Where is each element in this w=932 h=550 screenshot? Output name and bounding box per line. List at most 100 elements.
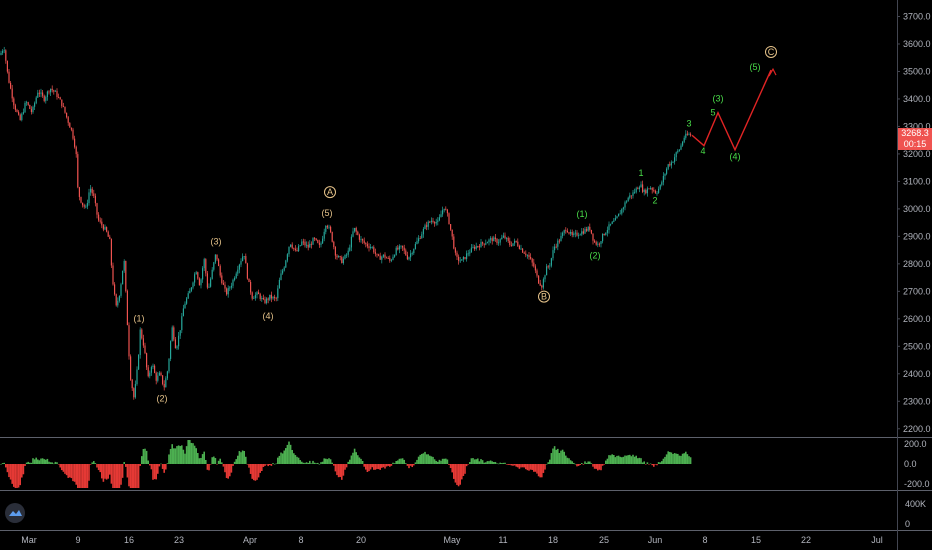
candle-body (429, 221, 431, 223)
osc-bar (384, 464, 386, 469)
time-tick-label: 11 (498, 535, 507, 545)
candle-body (477, 246, 479, 247)
candle-body (141, 329, 143, 339)
osc-bar (499, 462, 501, 464)
osc-bar (590, 463, 593, 464)
osc-bar (387, 464, 389, 466)
osc-bar (416, 459, 418, 464)
osc-bar (341, 464, 343, 480)
osc-bar (534, 464, 537, 472)
osc-bar (427, 454, 429, 464)
candle-body (96, 203, 98, 215)
osc-bar (213, 456, 215, 464)
candle-body (622, 207, 624, 209)
osc-bar (509, 464, 511, 465)
osc-bar (155, 464, 157, 480)
candle-body (192, 282, 194, 288)
candle-body (533, 262, 535, 267)
osc-bar (625, 455, 628, 464)
osc-bar (445, 458, 447, 464)
candle-body (88, 192, 90, 204)
candle-body (194, 274, 196, 283)
osc-bar (601, 464, 604, 466)
candle-body (573, 233, 575, 236)
candle-body (355, 227, 357, 232)
candle-body (122, 270, 124, 285)
osc-bar (296, 456, 298, 464)
candle-body (635, 188, 637, 193)
osc-bar (491, 461, 493, 464)
candle-body (510, 244, 512, 246)
candle-body (331, 232, 333, 242)
candle-body (632, 192, 634, 196)
osc-bar (613, 454, 615, 464)
time-tick-label: 20 (356, 535, 366, 545)
candlestick-series (0, 46, 692, 400)
osc-bar (374, 464, 377, 470)
osc-bar (576, 464, 578, 467)
candle-body (653, 190, 655, 191)
candle-body (610, 223, 612, 225)
osc-bar (70, 464, 73, 479)
osc-bar (619, 456, 621, 464)
osc-bar (323, 458, 325, 464)
osc-bar (246, 464, 249, 465)
candle-body (366, 244, 368, 247)
osc-bar (464, 464, 466, 474)
candle-body (462, 257, 464, 260)
candle-body (330, 226, 332, 233)
candle-body (616, 216, 618, 219)
candle-body (634, 192, 636, 194)
price-axis-ticks[interactable]: 3700.0 3600.0 3500.0 3400.0 3300.0 3200.0 3100… (897, 11, 931, 434)
osc-bar (222, 464, 225, 467)
oscillator-histogram (0, 440, 692, 488)
candle-body (458, 256, 460, 261)
candle-body (563, 230, 565, 233)
osc-bar (182, 449, 185, 464)
wave-label: (1) (134, 314, 145, 324)
osc-bar (49, 462, 52, 464)
tradingview-logo[interactable] (5, 503, 25, 523)
candle-body (59, 97, 61, 100)
osc-bar (86, 464, 89, 488)
candle-body (222, 283, 224, 285)
osc-bar (163, 464, 165, 473)
candle-body (243, 256, 245, 257)
candle-body (34, 103, 36, 107)
candle-body (120, 284, 122, 296)
candle-body (277, 288, 279, 299)
osc-bar (350, 455, 353, 464)
osc-bar (262, 464, 265, 467)
osc-bar (545, 463, 548, 465)
osc-bar (475, 459, 477, 464)
osc-bar (529, 464, 532, 470)
osc-bar (225, 464, 228, 478)
osc-bar (209, 464, 212, 465)
candle-body (66, 112, 68, 118)
projection-arrowhead (768, 67, 777, 77)
time-axis-ticks[interactable]: Mar 9 16 23 Apr 8 20 May 11 18 25 Jun 8 15 22 Jul (21, 535, 883, 545)
osc-bar (673, 453, 676, 464)
candle-body (656, 192, 658, 194)
candle-body (230, 285, 232, 288)
osc-bar (649, 463, 652, 465)
osc-bar (77, 464, 79, 488)
candle-body (218, 259, 220, 267)
candle-body (254, 294, 256, 299)
osc-bar (566, 457, 569, 464)
osc-bar (280, 452, 282, 464)
wave-label: (2) (590, 250, 601, 260)
candle-body (341, 257, 343, 264)
osc-bar (88, 464, 90, 481)
candle-body (531, 258, 533, 263)
candle-body (371, 247, 373, 248)
candle-body (234, 277, 236, 280)
osc-bar (608, 455, 610, 464)
osc-bar (318, 463, 321, 465)
osc-bar (552, 448, 554, 464)
osc-bar (198, 458, 201, 464)
osc-bar (621, 457, 623, 464)
time-tick-label: 9 (75, 535, 80, 545)
